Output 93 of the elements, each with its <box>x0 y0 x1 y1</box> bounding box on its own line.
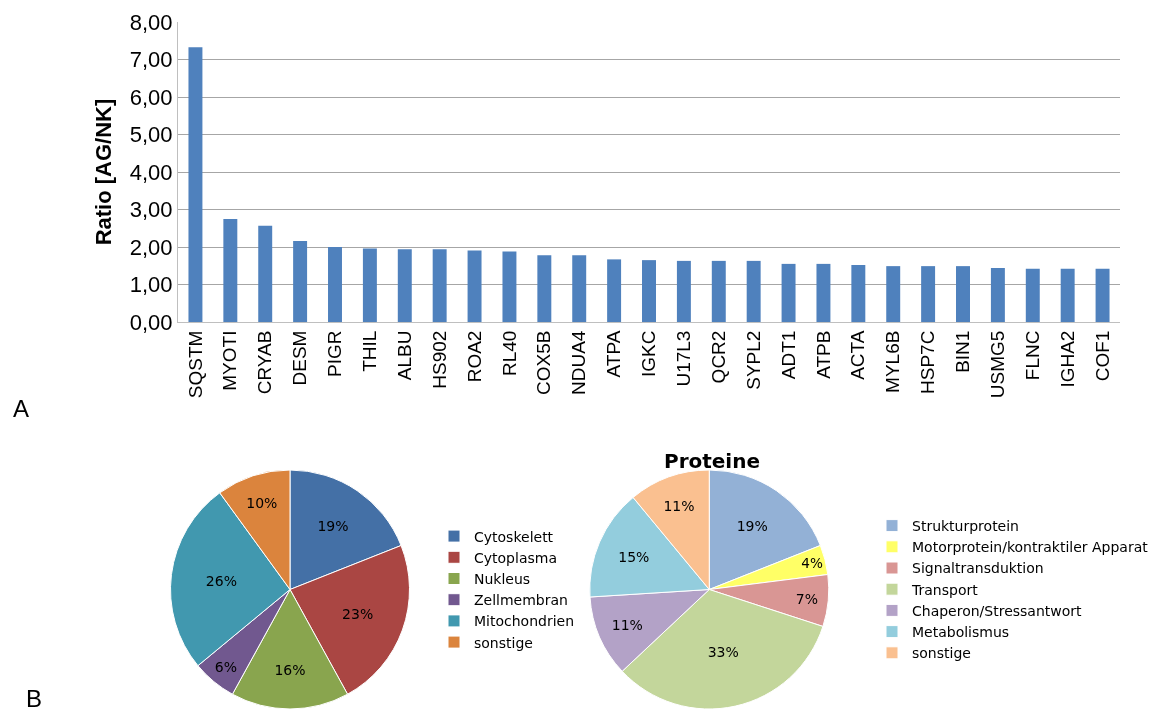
bar <box>1025 268 1040 322</box>
text: B <box>26 685 43 709</box>
data-label: 15% <box>618 548 650 565</box>
x-tick-label: SYPL2 <box>742 330 764 390</box>
legend-label: Mitochondrien <box>474 613 575 630</box>
legend-label: Zellmembran <box>474 592 568 609</box>
bar <box>676 260 691 322</box>
x-tick-label: NDUA4 <box>568 330 590 396</box>
bar <box>781 263 796 322</box>
legend-label: Nukleus <box>474 570 531 587</box>
bar <box>258 225 273 322</box>
bar <box>956 266 970 322</box>
x-tick-label: MYL6B <box>882 330 904 393</box>
x-tick-label: HSP7C <box>917 330 939 394</box>
y-tick-label: 6,00 <box>129 84 173 110</box>
chart-title: Proteine <box>664 449 761 473</box>
y-tick-label: 8,00 <box>129 9 173 35</box>
data-label: 23% <box>342 605 374 622</box>
x-tick-label: IGHA2 <box>1056 330 1078 388</box>
bar <box>223 218 238 322</box>
x-tick-label: THIL <box>359 330 381 372</box>
y-tick-label: 4,00 <box>129 159 173 185</box>
bar <box>886 266 901 322</box>
x-tick-label: IGKC <box>638 330 660 378</box>
x-tick-label: FLNC <box>1021 330 1043 381</box>
y-tick-label: 5,00 <box>129 122 173 148</box>
x-tick-label: SQSTM <box>184 330 206 399</box>
bar <box>607 259 622 322</box>
bar <box>990 268 1005 322</box>
bar <box>362 248 377 322</box>
bar <box>642 260 656 322</box>
x-tick-label: DESM <box>289 330 311 386</box>
bar <box>397 249 412 322</box>
legend-label: Motorprotein/kontraktiler Apparat <box>912 539 1149 556</box>
y-tick-label: 1,00 <box>129 272 173 298</box>
data-label: 26% <box>205 572 237 589</box>
y-axis-title: Ratio [AG/NK] <box>90 98 116 246</box>
data-label: 6% <box>214 659 237 676</box>
legend-label: sonstige <box>912 645 971 662</box>
x-tick-label: MYOTI <box>219 330 241 391</box>
bar <box>188 47 203 322</box>
bar <box>537 255 552 322</box>
data-label: 10% <box>246 494 278 511</box>
bar <box>851 265 866 322</box>
y-tick-label: 7,00 <box>129 47 173 73</box>
bar <box>467 250 482 322</box>
bar <box>1060 268 1075 322</box>
legend-label: Transport <box>911 581 979 598</box>
data-label: 11% <box>611 616 643 633</box>
data-label: 19% <box>736 518 768 535</box>
y-tick-label: 3,00 <box>129 197 173 223</box>
x-tick-label: ROA2 <box>463 330 485 383</box>
x-tick-label: BIN1 <box>952 330 974 373</box>
data-label: 11% <box>663 497 695 514</box>
bar <box>711 260 726 322</box>
data-label: 16% <box>274 662 306 679</box>
x-tick-label: QCR2 <box>707 330 729 384</box>
legend-label: Chaperon/Stressantwort <box>912 602 1083 619</box>
data-label: 7% <box>795 590 819 607</box>
x-tick-label: CRYAB <box>254 330 276 395</box>
bar <box>432 249 447 322</box>
x-tick-label: COX5B <box>533 330 555 396</box>
data-label: 4% <box>801 554 823 571</box>
x-tick-label: ALBU <box>393 330 415 381</box>
x-tick-label: USMG5 <box>987 330 1009 399</box>
y-tick-label: 0,00 <box>129 309 173 335</box>
bar <box>746 260 761 322</box>
x-tick-label: ATPB <box>812 330 834 379</box>
x-tick-label: U17L3 <box>673 330 695 387</box>
bar <box>502 251 517 322</box>
data-label: 19% <box>317 518 349 535</box>
x-tick-label: ACTA <box>847 330 869 380</box>
x-tick-label: PIGR <box>324 330 346 378</box>
bar <box>921 266 936 322</box>
y-tick-label: 2,00 <box>129 234 173 260</box>
legend-label: Cytoskelett <box>474 528 554 545</box>
bar <box>816 263 831 322</box>
bar <box>293 241 308 322</box>
x-tick-label: ADT1 <box>777 330 799 380</box>
legend-label: Cytoplasma <box>474 549 557 566</box>
legend-label: sonstige <box>474 634 533 651</box>
data-label: 33% <box>707 644 739 661</box>
bar <box>572 255 587 322</box>
x-tick-label: COF1 <box>1091 330 1113 382</box>
x-tick-label: RL40 <box>498 330 520 377</box>
bar <box>328 247 342 322</box>
x-tick-label: HS902 <box>428 330 450 389</box>
legend-label: Strukturprotein <box>912 518 1019 535</box>
legend-label: Signaltransduktion <box>912 560 1044 577</box>
text: A <box>13 395 30 422</box>
legend-label: Metabolismus <box>912 624 1010 641</box>
x-tick-label: ATPA <box>603 330 625 378</box>
bar <box>1095 268 1110 322</box>
